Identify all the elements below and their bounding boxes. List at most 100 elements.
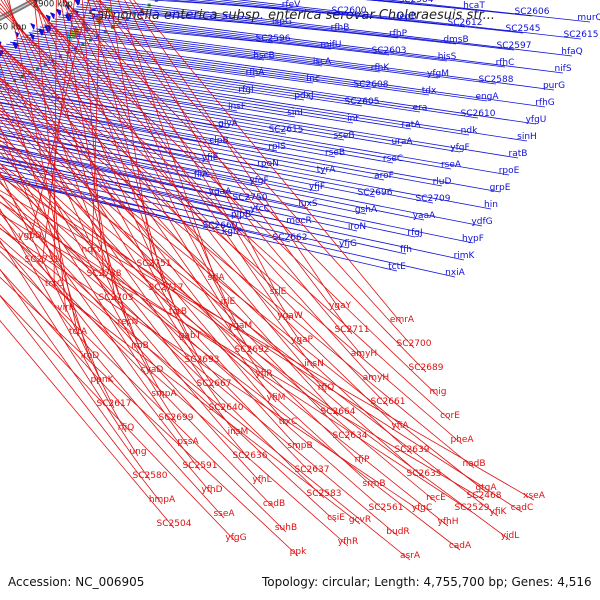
reverse-leader-line xyxy=(0,151,313,475)
reverse-gene-label: amyH xyxy=(363,373,389,383)
forward-gene-arrow xyxy=(45,14,51,22)
forward-gene-label: rplS xyxy=(268,142,286,152)
forward-gene-label: rimK xyxy=(454,251,476,261)
reverse-gene-label: ung xyxy=(129,447,146,457)
forward-gene-arrow xyxy=(50,12,55,19)
forward-leader-line xyxy=(0,125,318,192)
reverse-leader-line xyxy=(8,0,79,337)
reverse-gene-label: irlE xyxy=(221,297,236,307)
reverse-leader-line xyxy=(0,227,411,561)
reverse-gene-label: yfiR xyxy=(255,369,272,379)
forward-leader-line xyxy=(0,160,465,261)
forward-gene-label: SC2545 xyxy=(506,24,541,34)
forward-leader-line xyxy=(47,22,555,91)
forward-gene-label: rfhA xyxy=(246,68,266,78)
forward-gene-label: tdx xyxy=(422,86,437,96)
reverse-gene-label: SC2692 xyxy=(235,345,270,355)
reverse-leader-line xyxy=(0,7,389,407)
reverse-leader-line xyxy=(0,179,189,447)
forward-gene-label: SC2600 xyxy=(332,6,367,16)
reverse-gene-label: recE xyxy=(426,493,446,503)
reverse-gene-label: SC2661 xyxy=(371,397,406,407)
reverse-gene-label: budR xyxy=(386,527,409,537)
reverse-gene-label: pssA xyxy=(177,437,199,447)
forward-leader-line xyxy=(0,117,211,163)
forward-gene-label: rfhC xyxy=(496,58,515,68)
forward-gene-label: sinI xyxy=(287,108,303,118)
reverse-gene-label: SC2640 xyxy=(209,403,244,413)
reverse-leader-line xyxy=(64,0,303,345)
forward-leader-line xyxy=(0,110,327,175)
forward-leader-line xyxy=(0,69,296,118)
reverse-gene-label: SC2617 xyxy=(97,399,132,409)
reverse-gene-label: SC2738 xyxy=(87,269,122,279)
reverse-gene-label: SC2700 xyxy=(397,339,432,349)
reverse-gene-label: rfiP xyxy=(355,455,370,465)
reverse-leader-line xyxy=(34,0,191,341)
reverse-leader-line xyxy=(0,78,413,455)
reverse-gene-label: yfhH xyxy=(438,517,459,527)
forward-gene-label: sseB xyxy=(333,131,354,141)
scale-tick xyxy=(103,30,107,34)
forward-leader-line xyxy=(0,61,470,136)
forward-leader-line xyxy=(58,16,390,56)
reverse-gene-label: SC2667 xyxy=(197,379,232,389)
reverse-gene-label: yfhR xyxy=(338,537,358,547)
reverse-gene-label: SC2580 xyxy=(133,471,168,481)
forward-leader-line xyxy=(39,26,439,79)
forward-gene-label: SC2750 xyxy=(233,193,268,203)
reverse-gene-label: SC2731 xyxy=(25,255,60,265)
scale-tick xyxy=(36,67,40,71)
reverse-gene-label: corE xyxy=(440,411,460,421)
forward-leader-line xyxy=(0,52,363,107)
reverse-gene-label: SC2635 xyxy=(407,469,442,479)
forward-gene-label: aroF xyxy=(374,171,394,181)
reverse-gene-label: SC2664 xyxy=(321,407,356,417)
reverse-gene-label: amyH xyxy=(351,349,377,359)
reverse-gene-label: nadB xyxy=(462,459,485,469)
forward-gene-label: yfgF xyxy=(450,143,469,153)
forward-leader-line xyxy=(6,43,256,78)
reverse-gene-label: norV xyxy=(81,245,103,255)
reverse-gene-label: SC2699 xyxy=(159,413,194,423)
forward-leader-line xyxy=(0,49,421,113)
forward-leader-line xyxy=(0,81,345,141)
reverse-gene-label: yfiM xyxy=(267,393,286,403)
reverse-leader-line xyxy=(0,62,91,361)
kbp-tick-label: 2900 kbp xyxy=(33,0,73,9)
reverse-gene-label: SC2636 xyxy=(233,451,268,461)
reverse-gene-label: smpA xyxy=(151,389,177,399)
reverse-leader-line xyxy=(0,320,175,529)
forward-leader-line xyxy=(80,4,399,39)
reverse-leader-line xyxy=(0,49,153,375)
forward-gene-label: glyA xyxy=(218,119,239,129)
reverse-gene-label: cadA xyxy=(449,541,472,551)
reverse-gene-label: iroD xyxy=(81,351,100,361)
reverse-gene-label: suhB xyxy=(275,523,297,533)
forward-gene-label: fliA xyxy=(194,170,209,180)
reverse-leader-line xyxy=(0,43,277,403)
reverse-gene-label: srlE xyxy=(270,287,287,297)
forward-gene-label: yfcC xyxy=(250,204,270,214)
reverse-gene-label: tctC xyxy=(45,279,63,289)
forward-leader-line xyxy=(365,0,475,11)
reverse-leader-line xyxy=(0,201,399,537)
forward-leader-line xyxy=(146,0,292,10)
reverse-gene-label: cadB xyxy=(263,499,285,509)
reverse-gene-label: trxC xyxy=(279,417,298,427)
forward-gene-label: mocR xyxy=(286,216,311,226)
forward-leader-line xyxy=(65,12,506,68)
forward-leader-line xyxy=(0,57,247,95)
reverse-leader-line xyxy=(0,125,103,385)
reverse-leader-line xyxy=(0,3,327,393)
scale-tick xyxy=(20,74,24,78)
reverse-leader-line xyxy=(87,0,167,293)
reverse-gene-label: SC2634 xyxy=(333,431,368,441)
forward-gene-label: lepB xyxy=(397,12,417,22)
reverse-leader-line xyxy=(0,227,423,513)
reverse-gene-label: asrA xyxy=(400,551,421,561)
forward-gene-label: uraA xyxy=(391,137,413,147)
reverse-gene-label: SC2717 xyxy=(149,283,184,293)
forward-gene-arrow xyxy=(30,23,36,30)
forward-gene-label: rfhK xyxy=(371,63,391,73)
